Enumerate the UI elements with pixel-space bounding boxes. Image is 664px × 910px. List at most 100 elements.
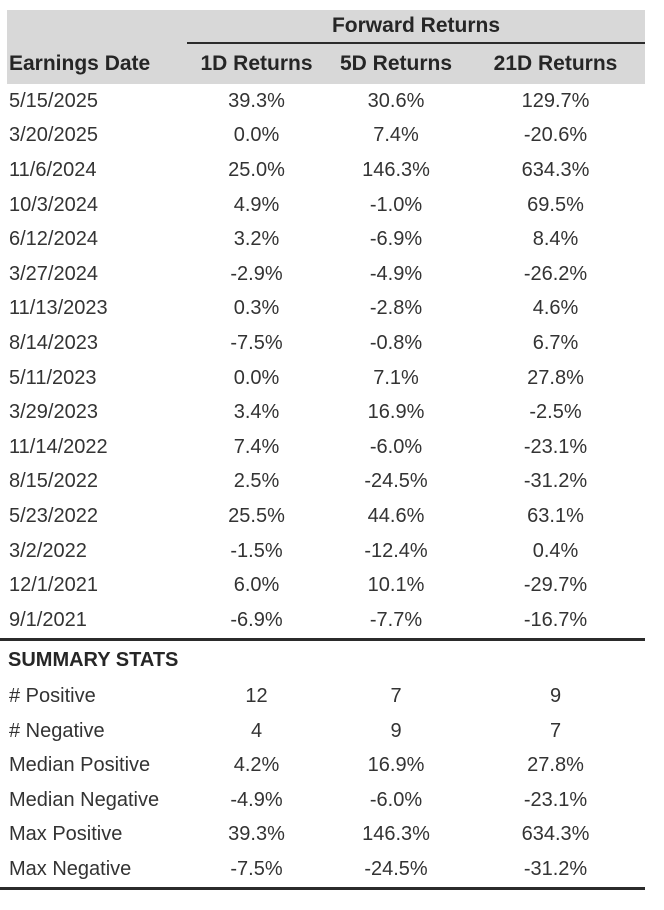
column-header-1d-returns: 1D Returns — [200, 52, 313, 75]
cell-1d: 25.5% — [228, 504, 285, 527]
cell-21d: -23.1% — [523, 435, 588, 458]
cell-earnings-date: 8/14/2023 — [9, 331, 98, 354]
cell-1d: 0.0% — [233, 366, 280, 389]
summary-5d: 7 — [390, 685, 402, 708]
column-header-earnings-date: Earnings Date — [9, 52, 151, 75]
cell-1d: 7.4% — [233, 435, 280, 458]
summary-row: Median Positive 4.2% 16.9% 27.8% — [0, 749, 645, 784]
forward-returns-spanner-label: Forward Returns — [187, 10, 645, 44]
table-row: 10/3/2024 4.9% -1.0% 69.5% — [0, 188, 645, 223]
cell-earnings-date: 12/1/2021 — [9, 574, 98, 597]
cell-5d: -6.9% — [369, 228, 423, 251]
cell-21d: 27.8% — [527, 366, 584, 389]
cell-5d: 44.6% — [367, 504, 425, 527]
table-row: 8/14/2023 -7.5% -0.8% 6.7% — [0, 326, 645, 361]
summary-21d: 27.8% — [527, 754, 584, 777]
cell-1d: -2.9% — [230, 262, 283, 285]
cell-5d: 7.1% — [373, 366, 419, 389]
column-header-5d-returns: 5D Returns — [339, 52, 453, 75]
summary-5d: 9 — [390, 719, 402, 742]
table-row: 5/11/2023 0.0% 7.1% 27.8% — [0, 361, 645, 396]
summary-row: # Positive 12 7 9 — [0, 680, 645, 715]
cell-earnings-date: 10/3/2024 — [9, 193, 98, 216]
summary-row: Max Positive 39.3% 146.3% 634.3% — [0, 818, 645, 853]
cell-21d: -26.2% — [523, 262, 588, 285]
table-bottom-rule — [0, 886, 645, 890]
table-row: 11/14/2022 7.4% -6.0% -23.1% — [0, 430, 645, 465]
summary-5d: 146.3% — [362, 823, 430, 846]
cell-21d: -20.6% — [523, 124, 588, 147]
cell-1d: 3.4% — [233, 401, 280, 424]
summary-1d: 12 — [245, 685, 268, 708]
cell-1d: 3.2% — [233, 228, 280, 251]
summary-stats-title: SUMMARY STATS — [8, 648, 179, 671]
cell-21d: 129.7% — [521, 89, 590, 112]
cell-21d: 634.3% — [521, 158, 590, 181]
forward-returns-table: Forward Returns Earnings Date 1D Returns… — [0, 10, 645, 890]
summary-21d: 9 — [549, 685, 562, 708]
summary-1d: 4 — [250, 719, 263, 742]
cell-earnings-date: 5/11/2023 — [9, 366, 97, 389]
table-row: 3/2/2022 -1.5% -12.4% 0.4% — [0, 534, 645, 569]
summary-row: Max Negative -7.5% -24.5% -31.2% — [0, 852, 645, 887]
cell-5d: 146.3% — [362, 158, 430, 181]
table-row: 11/6/2024 25.0% 146.3% 634.3% — [0, 153, 645, 188]
table-row: 6/12/2024 3.2% -6.9% 8.4% — [0, 222, 645, 257]
cell-earnings-date: 3/20/2025 — [9, 124, 98, 147]
table-row: 5/15/2025 39.3% 30.6% 129.7% — [0, 84, 645, 119]
cell-5d: -1.0% — [369, 193, 423, 216]
cell-21d: 4.6% — [532, 297, 579, 320]
summary-row: # Negative 4 9 7 — [0, 714, 645, 749]
cell-1d: 2.5% — [233, 470, 280, 493]
summary-21d: 7 — [549, 719, 562, 742]
cell-5d: -24.5% — [364, 470, 428, 493]
cell-earnings-date: 3/27/2024 — [9, 262, 98, 285]
table-row: 11/13/2023 0.3% -2.8% 4.6% — [0, 292, 645, 327]
cell-earnings-date: 9/1/2021 — [9, 608, 87, 631]
cell-21d: -31.2% — [523, 470, 588, 493]
table-row: 3/27/2024 -2.9% -4.9% -26.2% — [0, 257, 645, 292]
summary-label: Median Negative — [9, 788, 160, 811]
cell-earnings-date: 11/13/2023 — [9, 297, 108, 320]
cell-5d: -7.7% — [369, 608, 423, 631]
cell-21d: -2.5% — [529, 401, 582, 424]
table-row: 8/15/2022 2.5% -24.5% -31.2% — [0, 465, 645, 500]
cell-earnings-date: 3/29/2023 — [9, 401, 98, 424]
summary-5d: -24.5% — [364, 857, 428, 880]
summary-5d: 16.9% — [367, 754, 425, 777]
cell-1d: -7.5% — [230, 331, 283, 354]
table-row: 5/23/2022 25.5% 44.6% 63.1% — [0, 499, 645, 534]
summary-1d: 39.3% — [228, 823, 285, 846]
cell-5d: -0.8% — [369, 331, 423, 354]
table-row: 9/1/2021 -6.9% -7.7% -16.7% — [0, 603, 645, 638]
cell-5d: 7.4% — [373, 124, 419, 147]
table-row: 3/29/2023 3.4% 16.9% -2.5% — [0, 395, 645, 430]
cell-1d: -1.5% — [230, 539, 283, 562]
summary-1d: 4.2% — [233, 754, 280, 777]
summary-1d: -4.9% — [230, 788, 283, 811]
cell-1d: -6.9% — [230, 608, 283, 631]
cell-21d: 0.4% — [532, 539, 579, 562]
summary-separator-rule — [0, 637, 645, 641]
cell-21d: 69.5% — [527, 193, 584, 216]
cell-1d: 39.3% — [228, 89, 285, 112]
cell-5d: 10.1% — [367, 574, 425, 597]
cell-5d: -6.0% — [369, 435, 423, 458]
cell-1d: 4.9% — [233, 193, 280, 216]
summary-label: Max Negative — [9, 857, 132, 880]
summary-label: # Negative — [9, 719, 105, 742]
summary-21d: 634.3% — [521, 823, 590, 846]
summary-row: Median Negative -4.9% -6.0% -23.1% — [0, 783, 645, 818]
cell-5d: -4.9% — [369, 262, 423, 285]
cell-5d: -2.8% — [369, 297, 423, 320]
summary-label: # Positive — [9, 685, 96, 708]
column-header-21d-returns: 21D Returns — [493, 52, 618, 75]
summary-label: Max Positive — [9, 823, 123, 846]
summary-21d: -31.2% — [523, 857, 588, 880]
spanner-spacer — [0, 10, 187, 44]
cell-21d: 8.4% — [532, 228, 579, 251]
cell-earnings-date: 6/12/2024 — [9, 228, 98, 251]
cell-5d: -12.4% — [364, 539, 428, 562]
cell-earnings-date: 3/2/2022 — [9, 539, 87, 562]
cell-earnings-date: 8/15/2022 — [9, 470, 98, 493]
